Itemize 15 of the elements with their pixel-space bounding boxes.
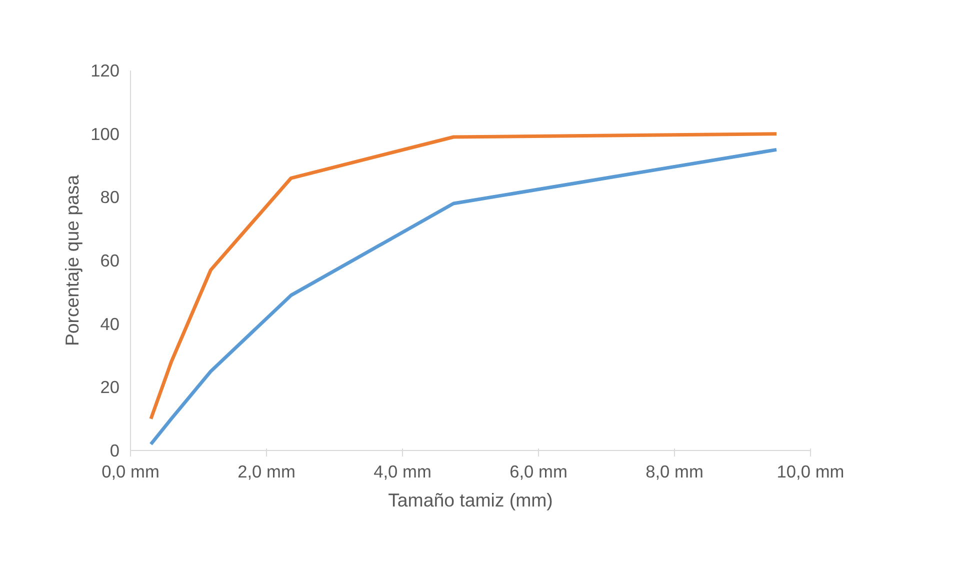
x-tick-label: 8,0 mm — [646, 462, 704, 482]
y-tick-label: 80 — [100, 187, 120, 208]
x-tick-label: 10,0 mm — [776, 462, 844, 482]
y-tick-label: 120 — [90, 60, 120, 80]
x-axis-title: Tamaño tamiz (mm) — [388, 490, 553, 510]
x-tick-label: 0,0 mm — [102, 462, 160, 482]
y-tick-label: 20 — [100, 377, 120, 398]
y-axis-title: Porcentaje que pasa — [62, 174, 83, 346]
y-tick-label: 60 — [100, 250, 120, 270]
y-tick-label: 0 — [110, 440, 120, 460]
y-tick-label: 100 — [90, 124, 120, 144]
x-tick-label: 4,0 mm — [374, 462, 432, 482]
x-tick-label: 6,0 mm — [510, 462, 568, 482]
x-tick-label: 2,0 mm — [238, 462, 296, 482]
y-tick-label: 40 — [100, 314, 120, 334]
